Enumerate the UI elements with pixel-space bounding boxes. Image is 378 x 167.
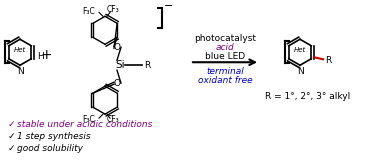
- Text: ✓: ✓: [8, 144, 15, 152]
- Text: F₃C: F₃C: [82, 115, 95, 124]
- Text: F₃C: F₃C: [82, 7, 95, 16]
- Text: good solubility: good solubility: [17, 144, 83, 152]
- Text: ✓: ✓: [8, 132, 15, 141]
- Text: Het: Het: [294, 47, 306, 53]
- Text: R = 1°, 2°, 3° alkyl: R = 1°, 2°, 3° alkyl: [265, 92, 350, 101]
- Text: 1 step synthesis: 1 step synthesis: [17, 132, 91, 141]
- Text: N: N: [17, 67, 23, 76]
- Text: O: O: [113, 79, 121, 88]
- Text: photocatalyst: photocatalyst: [194, 34, 256, 43]
- Text: acid: acid: [215, 43, 234, 52]
- Text: stable under acidic conditions: stable under acidic conditions: [17, 120, 152, 129]
- Text: terminal: terminal: [206, 67, 244, 76]
- Text: CF₃: CF₃: [107, 115, 120, 124]
- Text: R: R: [325, 56, 331, 65]
- Text: blue LED: blue LED: [205, 52, 245, 61]
- Text: Si: Si: [115, 60, 125, 70]
- Text: N: N: [297, 67, 304, 76]
- Text: oxidant free: oxidant free: [198, 76, 252, 85]
- Text: ✓: ✓: [8, 120, 15, 129]
- Text: −: −: [164, 1, 174, 11]
- Text: R: R: [144, 61, 150, 70]
- Text: +: +: [40, 48, 52, 62]
- Text: Het: Het: [14, 47, 26, 53]
- Text: CF₃: CF₃: [107, 5, 120, 14]
- Text: O: O: [113, 43, 121, 52]
- Text: H: H: [37, 52, 44, 61]
